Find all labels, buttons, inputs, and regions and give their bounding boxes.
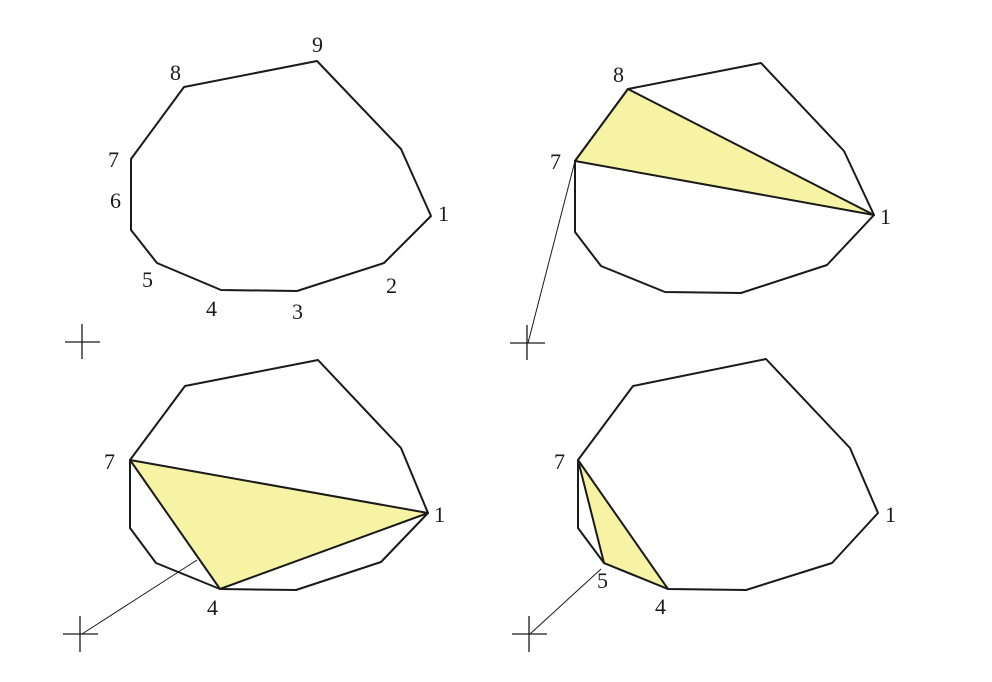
- panel-4: 7 1 5 4: [512, 358, 896, 652]
- vertex-label-7: 7: [554, 449, 565, 474]
- origin-crosshair: [510, 325, 545, 360]
- origin-crosshair: [63, 616, 98, 652]
- vertex-label-5: 5: [142, 267, 153, 292]
- connector-line: [527, 160, 576, 344]
- vertex-label-4: 4: [655, 594, 666, 619]
- vertex-label-8: 8: [613, 62, 624, 87]
- polygon-outline: [574, 62, 875, 294]
- origin-crosshair: [65, 324, 100, 359]
- vertex-label-1: 1: [885, 502, 896, 527]
- panel-2: 7 8 1: [510, 62, 891, 360]
- panel-3: 7 1 4: [63, 359, 445, 652]
- polygon-outline: [130, 60, 432, 292]
- vertex-label-1: 1: [434, 502, 445, 527]
- vertex-label-7: 7: [550, 149, 561, 174]
- connector-line: [81, 559, 198, 635]
- connector-line: [529, 568, 602, 635]
- origin-crosshair: [512, 616, 547, 652]
- vertex-label-4: 4: [206, 296, 217, 321]
- vertex-label-7: 7: [108, 147, 119, 172]
- vertex-label-7: 7: [104, 449, 115, 474]
- vertex-label-5: 5: [597, 568, 608, 593]
- vertex-label-1: 1: [438, 201, 449, 226]
- vertex-label-6: 6: [110, 188, 121, 213]
- polygon-outline: [129, 359, 429, 591]
- vertex-label-2: 2: [386, 273, 397, 298]
- vertex-label-1: 1: [880, 204, 891, 229]
- vertex-label-9: 9: [312, 32, 323, 57]
- vertex-label-3: 3: [292, 299, 303, 324]
- highlighted-triangle: [574, 88, 875, 216]
- polygon-outline: [577, 358, 879, 591]
- highlighted-triangle: [129, 459, 429, 590]
- vertex-label-4: 4: [207, 595, 218, 620]
- highlighted-triangle: [577, 459, 669, 590]
- vertex-label-8: 8: [170, 60, 181, 85]
- panel-1: 1 2 3 4 5 6 7 8 9: [65, 32, 449, 359]
